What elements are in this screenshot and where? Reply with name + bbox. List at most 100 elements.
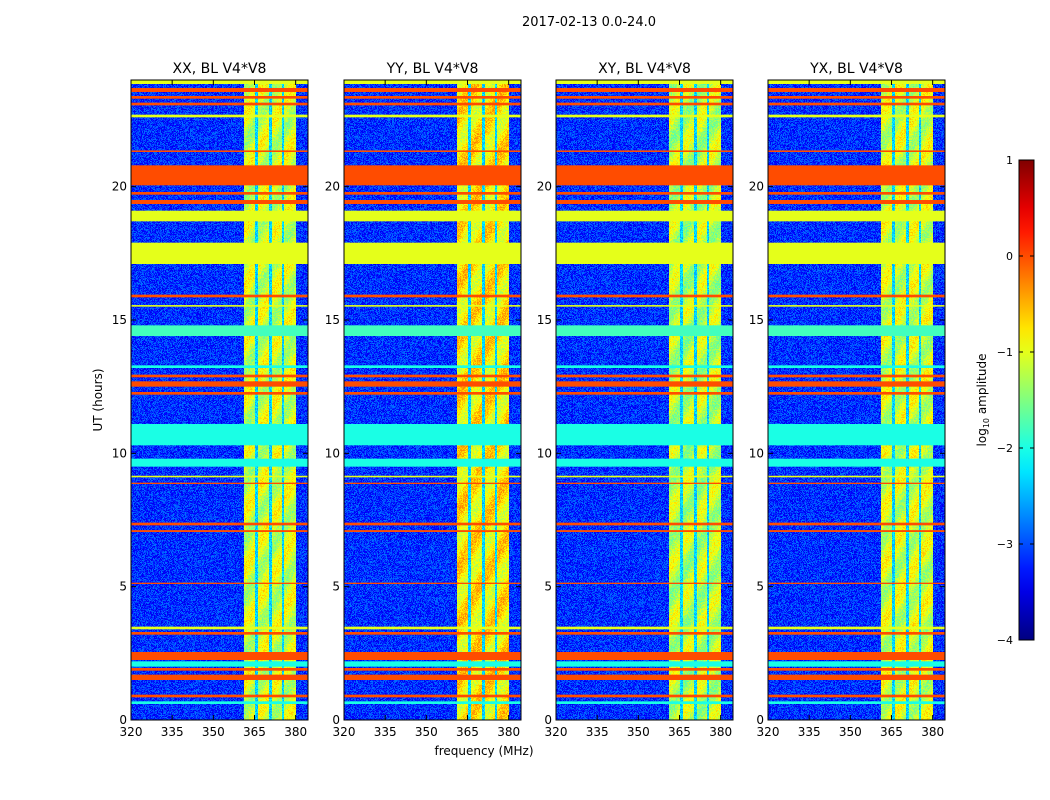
time-band xyxy=(768,522,945,526)
time-band xyxy=(768,114,945,118)
y-tick-label: 0 xyxy=(119,713,127,727)
y-tick-label: 20 xyxy=(112,180,127,194)
time-band xyxy=(344,482,521,484)
x-tick-label: 350 xyxy=(202,725,225,739)
time-band xyxy=(556,530,733,532)
time-band xyxy=(556,424,733,446)
time-band xyxy=(556,80,733,84)
x-tick-label: 365 xyxy=(456,725,479,739)
time-band xyxy=(768,701,945,704)
time-band xyxy=(556,668,733,671)
time-band xyxy=(344,365,521,368)
x-tick-label: 335 xyxy=(586,725,609,739)
x-tick-label: 380 xyxy=(921,725,944,739)
time-band xyxy=(344,294,521,298)
time-band xyxy=(344,458,521,467)
panel-frame xyxy=(767,79,946,721)
colorbar: −4 −3 −2 −1 0 1 log10 amplitude xyxy=(975,154,1035,647)
time-band xyxy=(768,365,945,368)
x-tick-label: 320 xyxy=(120,725,143,739)
time-band xyxy=(344,530,521,532)
time-band xyxy=(768,652,945,660)
time-band xyxy=(768,661,945,667)
time-band xyxy=(768,88,945,92)
time-band xyxy=(344,381,521,387)
colorbar-tick-label: −1 xyxy=(997,346,1013,359)
time-band xyxy=(556,475,733,478)
panel-title: YY, BL V4*V8 xyxy=(386,61,479,77)
time-band xyxy=(344,325,521,336)
time-band xyxy=(768,242,945,264)
y-tick-label: 15 xyxy=(325,313,340,327)
panel-title: YX, BL V4*V8 xyxy=(809,61,903,77)
time-band xyxy=(131,475,308,478)
time-band xyxy=(131,200,308,204)
time-band xyxy=(768,392,945,395)
time-band xyxy=(768,458,945,467)
time-band xyxy=(131,632,308,635)
panel-title: XY, BL V4*V8 xyxy=(598,61,691,77)
time-band xyxy=(131,674,308,680)
time-band xyxy=(768,96,945,99)
time-band xyxy=(556,192,733,195)
time-band xyxy=(131,210,308,222)
colorbar-label: log10 amplitude xyxy=(975,354,991,447)
time-band xyxy=(556,150,733,152)
time-band xyxy=(131,325,308,336)
time-band xyxy=(344,701,521,704)
time-band xyxy=(768,424,945,446)
y-tick-label: 5 xyxy=(332,580,340,594)
time-band xyxy=(344,88,521,92)
x-tick-label: 335 xyxy=(374,725,397,739)
time-band xyxy=(131,668,308,671)
panel-frame xyxy=(130,79,309,721)
y-tick-label: 0 xyxy=(756,713,764,727)
time-band xyxy=(131,701,308,704)
time-band xyxy=(344,392,521,395)
time-band xyxy=(556,458,733,467)
time-band xyxy=(131,305,308,307)
time-band xyxy=(131,150,308,152)
time-band xyxy=(131,88,308,92)
time-band xyxy=(131,522,308,526)
y-tick-label: 0 xyxy=(332,713,340,727)
time-band xyxy=(556,88,733,92)
time-band xyxy=(768,80,945,84)
time-band xyxy=(131,102,308,106)
time-band xyxy=(344,668,521,671)
time-band xyxy=(556,626,733,630)
x-tick-label: 380 xyxy=(709,725,732,739)
x-tick-label: 365 xyxy=(243,725,266,739)
x-axis-label: frequency (MHz) xyxy=(434,744,533,758)
time-band xyxy=(768,192,945,195)
time-band xyxy=(131,114,308,118)
time-band xyxy=(131,242,308,264)
time-band xyxy=(768,668,945,671)
y-tick-label: 0 xyxy=(544,713,552,727)
time-band xyxy=(768,165,945,186)
x-tick-label: 350 xyxy=(627,725,650,739)
time-band xyxy=(556,242,733,264)
x-tick-label: 350 xyxy=(839,725,862,739)
time-band xyxy=(344,661,521,667)
colorbar-tick-label: 0 xyxy=(1006,250,1013,263)
time-band xyxy=(131,626,308,630)
time-band xyxy=(768,475,945,478)
time-band xyxy=(768,200,945,204)
time-band xyxy=(131,294,308,298)
time-band xyxy=(556,674,733,680)
time-band xyxy=(131,694,308,698)
time-band xyxy=(131,661,308,667)
time-band xyxy=(768,626,945,630)
time-band xyxy=(131,458,308,467)
time-band xyxy=(556,582,733,584)
time-band xyxy=(131,582,308,584)
y-tick-label: 5 xyxy=(756,580,764,594)
time-band xyxy=(344,626,521,630)
colorbar-tick-label: 1 xyxy=(1006,154,1013,167)
time-band xyxy=(344,424,521,446)
time-band xyxy=(556,661,733,667)
panel-xx: XX, BL V4*V8 320 335 350 365 380 0 5 10 15 20 xyxy=(112,61,309,739)
time-band xyxy=(768,374,945,378)
